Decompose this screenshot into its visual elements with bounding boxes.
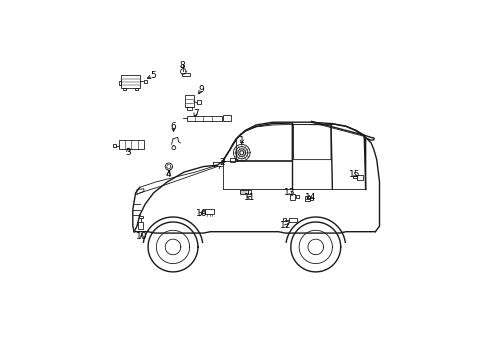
Text: 14: 14: [304, 193, 315, 202]
Bar: [353, 176, 356, 179]
Text: 13: 13: [284, 188, 295, 197]
Text: 11: 11: [244, 193, 255, 202]
Bar: [186, 107, 192, 110]
Bar: [205, 209, 214, 214]
Bar: [309, 197, 312, 200]
Text: 2: 2: [219, 158, 224, 167]
Bar: [186, 116, 221, 121]
Text: 15: 15: [348, 170, 360, 179]
Bar: [139, 216, 142, 219]
Bar: [282, 218, 285, 221]
Bar: [182, 73, 189, 76]
Bar: [288, 217, 296, 222]
Bar: [135, 87, 138, 90]
Text: 16: 16: [195, 209, 206, 218]
Bar: [357, 175, 362, 180]
Bar: [240, 190, 247, 194]
Bar: [234, 158, 237, 161]
Bar: [247, 190, 250, 194]
Text: 4: 4: [166, 170, 171, 179]
Text: 12: 12: [280, 221, 291, 230]
Bar: [295, 194, 299, 198]
Text: 3: 3: [125, 148, 131, 157]
Bar: [305, 196, 309, 201]
Text: 7: 7: [192, 109, 198, 118]
Text: 10: 10: [136, 232, 147, 241]
Text: 5: 5: [150, 71, 156, 80]
Bar: [229, 158, 234, 162]
Bar: [223, 115, 231, 121]
Text: 8: 8: [179, 61, 184, 70]
Bar: [113, 144, 115, 147]
Text: 1: 1: [238, 136, 244, 145]
Bar: [138, 222, 143, 229]
Text: 6: 6: [170, 122, 176, 131]
Bar: [144, 80, 147, 83]
Text: 9: 9: [198, 85, 203, 94]
Bar: [197, 100, 201, 104]
Bar: [289, 194, 294, 200]
Bar: [123, 87, 126, 90]
Bar: [119, 81, 121, 85]
Bar: [121, 75, 140, 87]
Bar: [202, 210, 204, 213]
Bar: [119, 140, 143, 149]
Bar: [185, 95, 193, 107]
